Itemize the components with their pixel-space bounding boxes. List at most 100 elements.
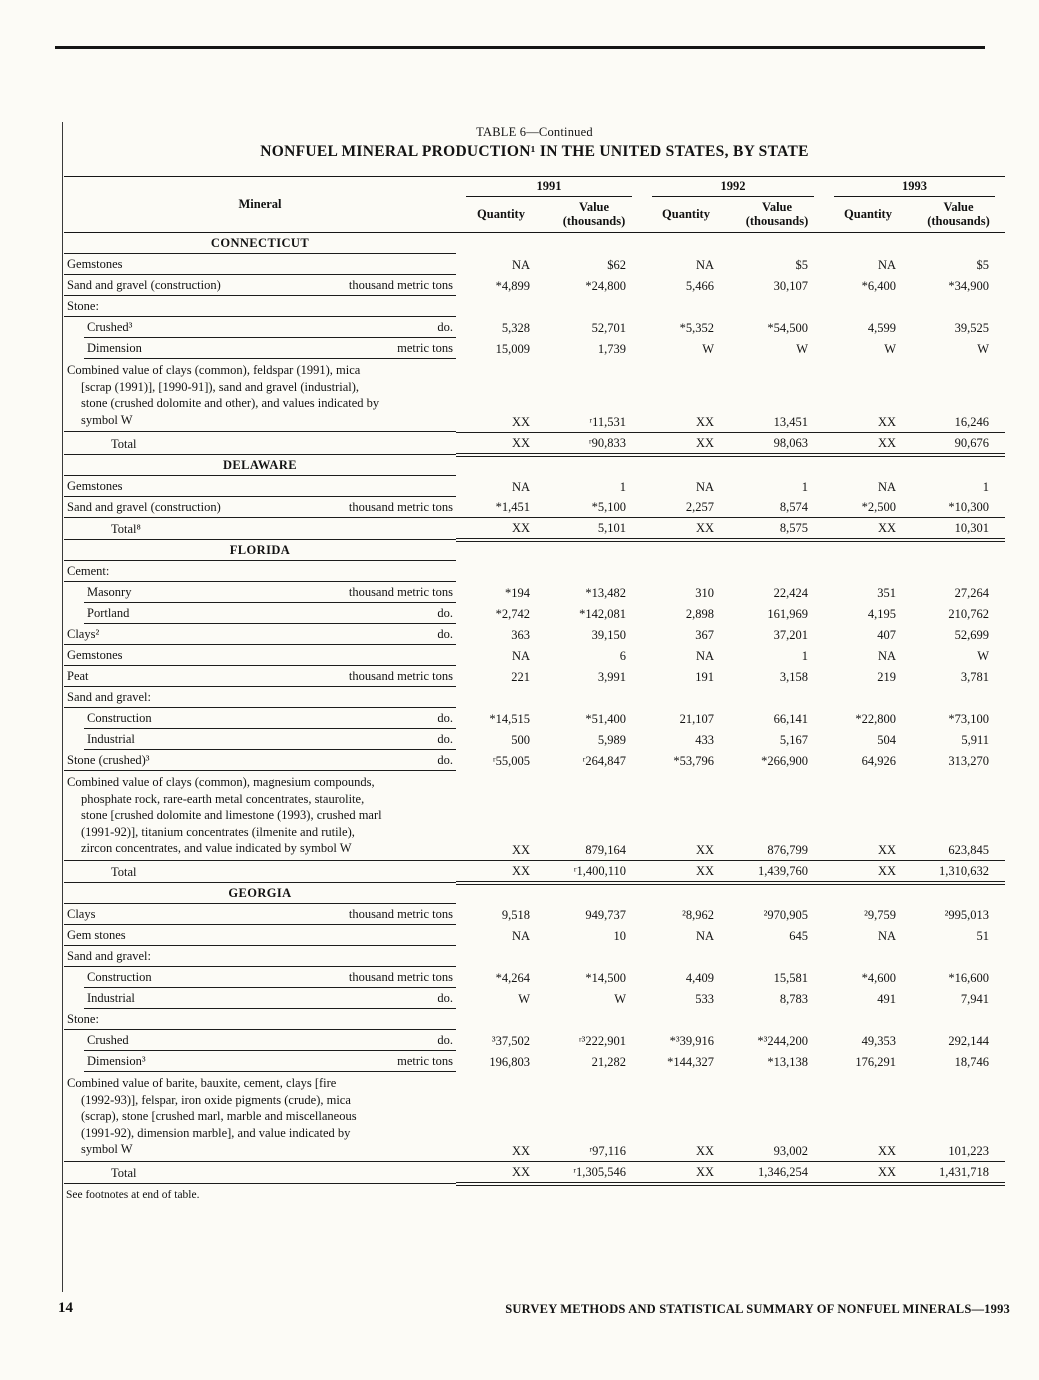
value-cell (456, 561, 546, 582)
mineral-label: Combined value of clays (common), feldsp… (67, 363, 380, 427)
value-cell: NA (511, 929, 530, 943)
value-cell: ²995,013 (944, 908, 989, 922)
mineral-label: Gemstones (67, 257, 123, 271)
table-row: Dimension metric tons 15,009 1,739 W W W W (64, 338, 1005, 359)
mineral-label: Gemstones (67, 478, 123, 493)
table-header: Mineral 1991 1992 1993 Quantity Value (th… (64, 177, 1005, 233)
table-area: TABLE 6—Continued NONFUEL MINERAL PRODUC… (64, 125, 1005, 1201)
value-cell: 876,799 (730, 771, 824, 861)
value-cell (824, 296, 912, 317)
value-cell (824, 540, 912, 561)
table-body: CONNECTICUT Gemstones NA $62 NA $5 NA $5 Sand an… (64, 233, 1005, 1186)
value-cell: 645 (789, 929, 808, 943)
table-label: TABLE 6—Continued (476, 125, 593, 139)
value-cell: W (884, 342, 896, 356)
value-cell (456, 296, 546, 317)
value-cell (456, 233, 546, 255)
value-cell: NA (877, 929, 896, 943)
value-cell (912, 296, 1005, 317)
value-cell (730, 561, 824, 582)
mineral-cell: Construction thousand metric tons (64, 967, 456, 988)
value-cell (730, 946, 824, 967)
value-cell: *54,500 (767, 321, 808, 335)
value-cell: ²9,759 (864, 908, 896, 922)
mineral-label: Sand and gravel (construction) (67, 499, 221, 514)
value-cell: NA (511, 479, 530, 494)
value-cell: NA (695, 929, 714, 943)
value-cell (912, 883, 1005, 904)
value-cell: *³244,200 (757, 1034, 808, 1048)
mineral-label: Total (111, 436, 137, 451)
value-cell: *³39,916 (669, 1034, 714, 1048)
value-cell (824, 455, 912, 476)
value-cell: 1 (801, 649, 808, 663)
mineral-label: Clays² (67, 627, 100, 641)
mineral-cell: Industrial do. (64, 729, 456, 750)
table-row: Sand and gravel (construction) thousand m… (64, 275, 1005, 296)
value-cell (730, 687, 824, 708)
value-cell: ʳ³222,901 (578, 1034, 626, 1048)
value-cell: *4,600 (861, 971, 896, 985)
value-cell: 219 (877, 670, 896, 684)
value-cell: $62 (607, 258, 626, 272)
value-cell (546, 561, 642, 582)
value-cell: XX (824, 860, 912, 885)
value-cell: *4,899 (495, 279, 530, 293)
value-cell: 98,063 (730, 432, 824, 457)
value-cell: XX (456, 517, 546, 542)
mineral-label: Dimension (87, 341, 142, 355)
value-cell: NA (511, 258, 530, 272)
table-row: Industrial do. 500 5,989 433 5,167 504 5,911 (64, 729, 1005, 750)
value-cell: *266,900 (761, 754, 808, 768)
unit-label: metric tons (397, 1054, 453, 1068)
mineral-label: Total (111, 1166, 137, 1180)
value-cell: 210,762 (948, 607, 989, 621)
col-header-quantity-1993: Quantity (844, 207, 892, 221)
value-cell: *5,352 (679, 321, 714, 335)
col-header-year-1992: 1992 (642, 177, 824, 197)
mineral-label: Stone (crushed)³ (67, 753, 150, 767)
mineral-cell: Cement: (64, 561, 456, 582)
unit-label: thousand metric tons (348, 499, 453, 514)
value-cell (824, 561, 912, 582)
value-cell: *14,515 (489, 712, 530, 726)
value-cell (642, 1009, 730, 1030)
mineral-cell: Dimension metric tons (64, 338, 456, 359)
mineral-cell: Industrial do. (64, 988, 456, 1009)
value-cell: 64,926 (861, 754, 896, 768)
col-header-year-1993: 1993 (824, 177, 1005, 197)
value-cell: 3,991 (597, 670, 626, 684)
value-cell: 5,328 (501, 321, 530, 335)
value-cell: *53,796 (673, 754, 714, 768)
mineral-cell: Combined value of barite, bauxite, cemen… (64, 1072, 456, 1162)
value-cell: XX (824, 359, 912, 433)
value-cell (824, 1009, 912, 1030)
mineral-label: Sand and gravel (construction) (67, 278, 221, 292)
table-row: Gemstones NA 6 NA 1 NA W (64, 645, 1005, 666)
value-cell: NA (511, 649, 530, 663)
value-cell (456, 946, 546, 967)
mineral-cell: FLORIDA (64, 540, 456, 561)
table-row: Construction do. *14,515 *51,400 21,107 66,14… (64, 708, 1005, 729)
value-cell: *24,800 (585, 279, 626, 293)
value-cell (642, 883, 730, 904)
value-cell: NA (877, 258, 896, 272)
value-cell: 22,424 (773, 586, 808, 600)
col-header-quantity-1991: Quantity (477, 207, 525, 221)
col-header-value-1993: Value (thousands) (927, 200, 990, 228)
mineral-cell: Gem stones (64, 925, 456, 946)
value-cell: 623,845 (912, 771, 1005, 861)
table-row: Gemstones NA $62 NA $5 NA $5 (64, 254, 1005, 275)
mineral-label: Portland (87, 606, 130, 620)
mineral-cell: Gemstones (64, 254, 456, 275)
unit-label: thousand metric tons (348, 907, 453, 921)
mineral-cell: Sand and gravel: (64, 687, 456, 708)
value-cell: XX (456, 1072, 546, 1162)
mineral-label: Construction (87, 970, 152, 984)
footnote: See footnotes at end of table. (66, 1189, 200, 1201)
value-cell: *1,451 (456, 496, 546, 518)
mineral-label: Industrial (87, 991, 135, 1005)
unit-label: thousand metric tons (348, 669, 453, 683)
mineral-label: Cement: (67, 564, 110, 578)
